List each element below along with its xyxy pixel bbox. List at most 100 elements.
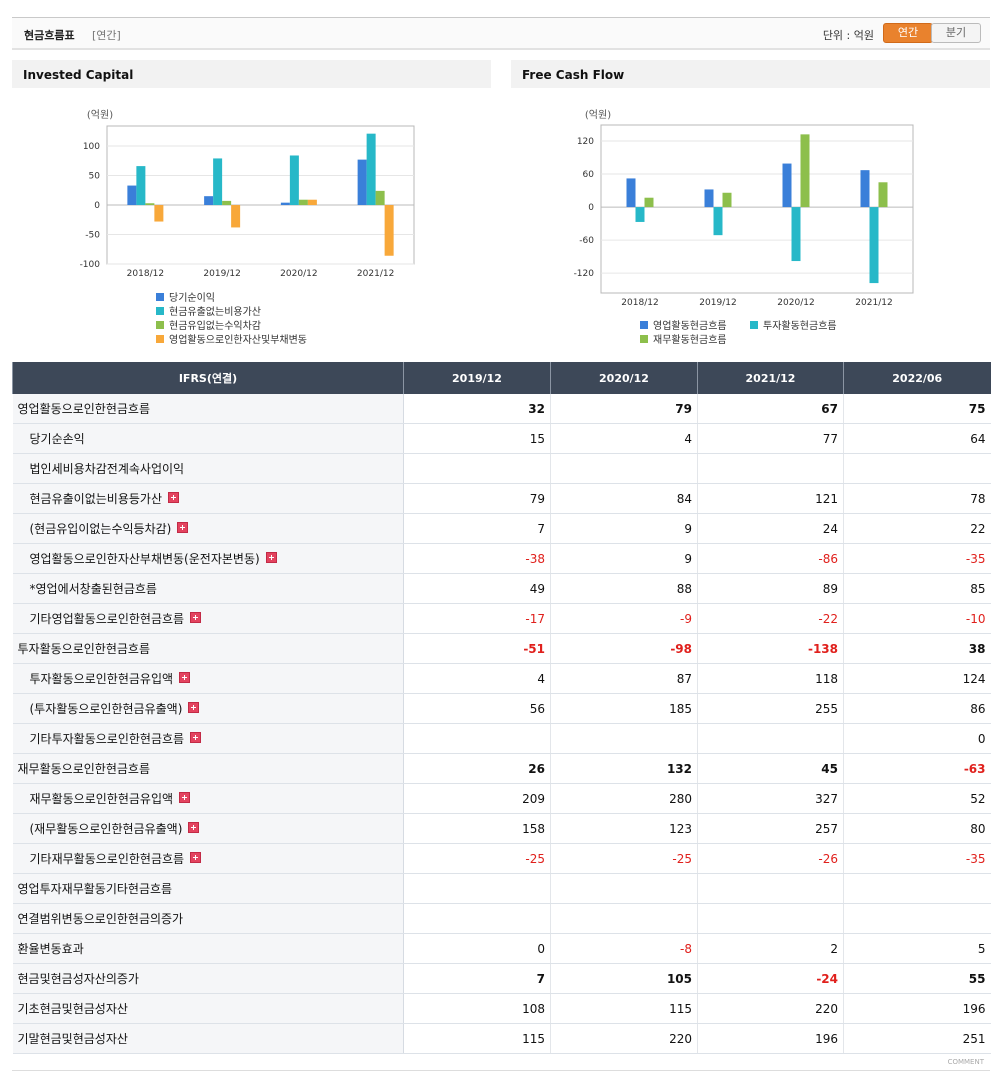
value-cell: 7 [403,513,551,544]
value-cell: -24 [697,963,844,994]
row-label: 재무활동으로인한현금흐름 [17,762,150,776]
value-cell: 220 [697,993,844,1024]
value-cell: 89 [697,573,844,604]
value-cell [403,873,551,904]
row-label: 기말현금및현금성자산 [17,1032,128,1046]
row-label: 법인세비용차감전계속사업이익 [29,462,185,476]
expand-icon[interactable] [265,552,277,563]
value-cell: 0 [843,723,991,754]
row-label: 환율변동효과 [17,942,84,956]
column-header: 2019/12 [403,362,551,394]
table-row: 당기순손익 15 4 77 64 [12,423,991,454]
legend-label: 영업활동현금흐름 [653,319,727,332]
legend-swatch [156,321,164,329]
y-tick-label: 60 [583,170,595,180]
value-cell: 251 [843,1023,991,1054]
table-row: 재무활동으로인한현금유입액 209 280 327 52 [12,783,991,814]
value-cell [550,903,698,934]
bar [800,134,810,208]
value-cell: -63 [843,753,991,784]
value-cell: 26 [403,753,551,784]
y-tick-label: 120 [577,137,594,147]
row-label-cell: 연결범위변동으로인한현금의증가 [12,903,404,934]
row-label: 기초현금및현금성자산 [17,1002,128,1016]
tab-annual[interactable]: 연간 [883,23,933,43]
value-cell [403,903,551,934]
value-cell: 255 [697,693,844,724]
value-cell: -9 [550,603,698,634]
panel-title: Invested Capital [23,68,133,82]
row-label-cell: (현금유입이없는수익등차감) [12,513,404,544]
x-tick-label: 2020/12 [280,269,317,279]
value-cell: 220 [550,1023,698,1054]
bar [644,197,654,208]
y-unit-label: (억원) [87,109,113,121]
tab-quarterly[interactable]: 분기 [931,23,981,43]
value-cell: 38 [843,633,991,664]
expand-icon[interactable] [188,822,200,833]
value-cell: 79 [550,394,698,424]
y-tick-label: -120 [574,269,595,279]
row-label-cell: 재무활동으로인한현금유입액 [12,783,404,814]
value-cell: 32 [403,394,551,424]
row-label-cell: 기타영업활동으로인한현금흐름 [12,603,404,634]
y-unit-label: (억원) [585,109,611,121]
row-label-cell: 기타투자활동으로인한현금흐름 [12,723,404,754]
table-row: 기말현금및현금성자산 115 220 196 251 [12,1023,991,1054]
expand-icon[interactable] [190,612,202,623]
value-cell: 9 [550,543,698,574]
column-header: 2021/12 [697,362,844,394]
value-cell: 196 [843,993,991,1024]
value-cell: 4 [403,663,551,694]
column-header: 2020/12 [550,362,698,394]
row-label-cell: (투자활동으로인한현금유출액) [12,693,404,724]
row-label-cell: *영업에서창출된현금흐름 [12,573,404,604]
legend-swatch [156,293,164,301]
bar [222,200,232,206]
value-cell: -35 [843,843,991,874]
bar [791,207,801,262]
row-label: 투자활동으로인한현금흐름 [17,642,150,656]
value-cell: 86 [843,693,991,724]
x-tick-label: 2020/12 [777,298,814,308]
value-cell [403,453,551,484]
value-cell: 79 [403,483,551,514]
row-label: 영업활동으로인한자산부채변동(운전자본변동) [29,552,260,566]
row-label-cell: 재무활동으로인한현금흐름 [12,753,404,784]
row-label: 기타재무활동으로인한현금흐름 [29,852,185,866]
value-cell: 22 [843,513,991,544]
row-label: 현금유출이없는비용등가산 [29,492,162,506]
section-header: 현금흐름표 [연간] 단위 : 억원 연간 분기 [12,17,990,50]
value-cell: 15 [403,423,551,454]
comment-link[interactable]: COMMENT [947,1058,984,1066]
plot-area [600,124,914,294]
expand-icon[interactable] [167,492,179,503]
cash-flow-table: IFRS(연결) 2019/12 2020/12 2021/12 2022/06 영업활… [12,362,991,1054]
legend-swatch [640,321,648,329]
value-cell: 105 [550,963,698,994]
table-row: 기타영업활동으로인한현금흐름 -17 -9 -22 -10 [12,603,991,634]
value-cell: 115 [403,1023,551,1054]
legend-swatch [156,307,164,315]
table-row: 영업활동으로인한자산부채변동(운전자본변동) -38 9 -86 -35 [12,543,991,574]
expand-icon[interactable] [190,852,202,863]
expand-icon[interactable] [179,672,191,683]
value-cell: 45 [697,753,844,784]
row-label: 기타영업활동으로인한현금흐름 [29,612,185,626]
expand-icon[interactable] [179,792,191,803]
value-cell: -86 [697,543,844,574]
table-row: 투자활동으로인한현금흐름 -51 -98 -138 38 [12,633,991,664]
value-cell: 75 [843,394,991,424]
row-label: 당기순손익 [29,432,85,446]
column-header: IFRS(연결) [12,362,404,394]
table-row: (재무활동으로인한현금유출액) 158 123 257 80 [12,813,991,844]
bar [231,205,241,228]
legend-label: 현금유입없는수익차감 [169,319,261,332]
row-label: *영업에서창출된현금흐름 [29,582,157,596]
expand-icon[interactable] [177,522,189,533]
expand-icon[interactable] [190,732,202,743]
bar [722,192,732,208]
value-cell: -38 [403,543,551,574]
expand-icon[interactable] [188,702,200,713]
row-label: 투자활동으로인한현금유입액 [29,672,174,686]
